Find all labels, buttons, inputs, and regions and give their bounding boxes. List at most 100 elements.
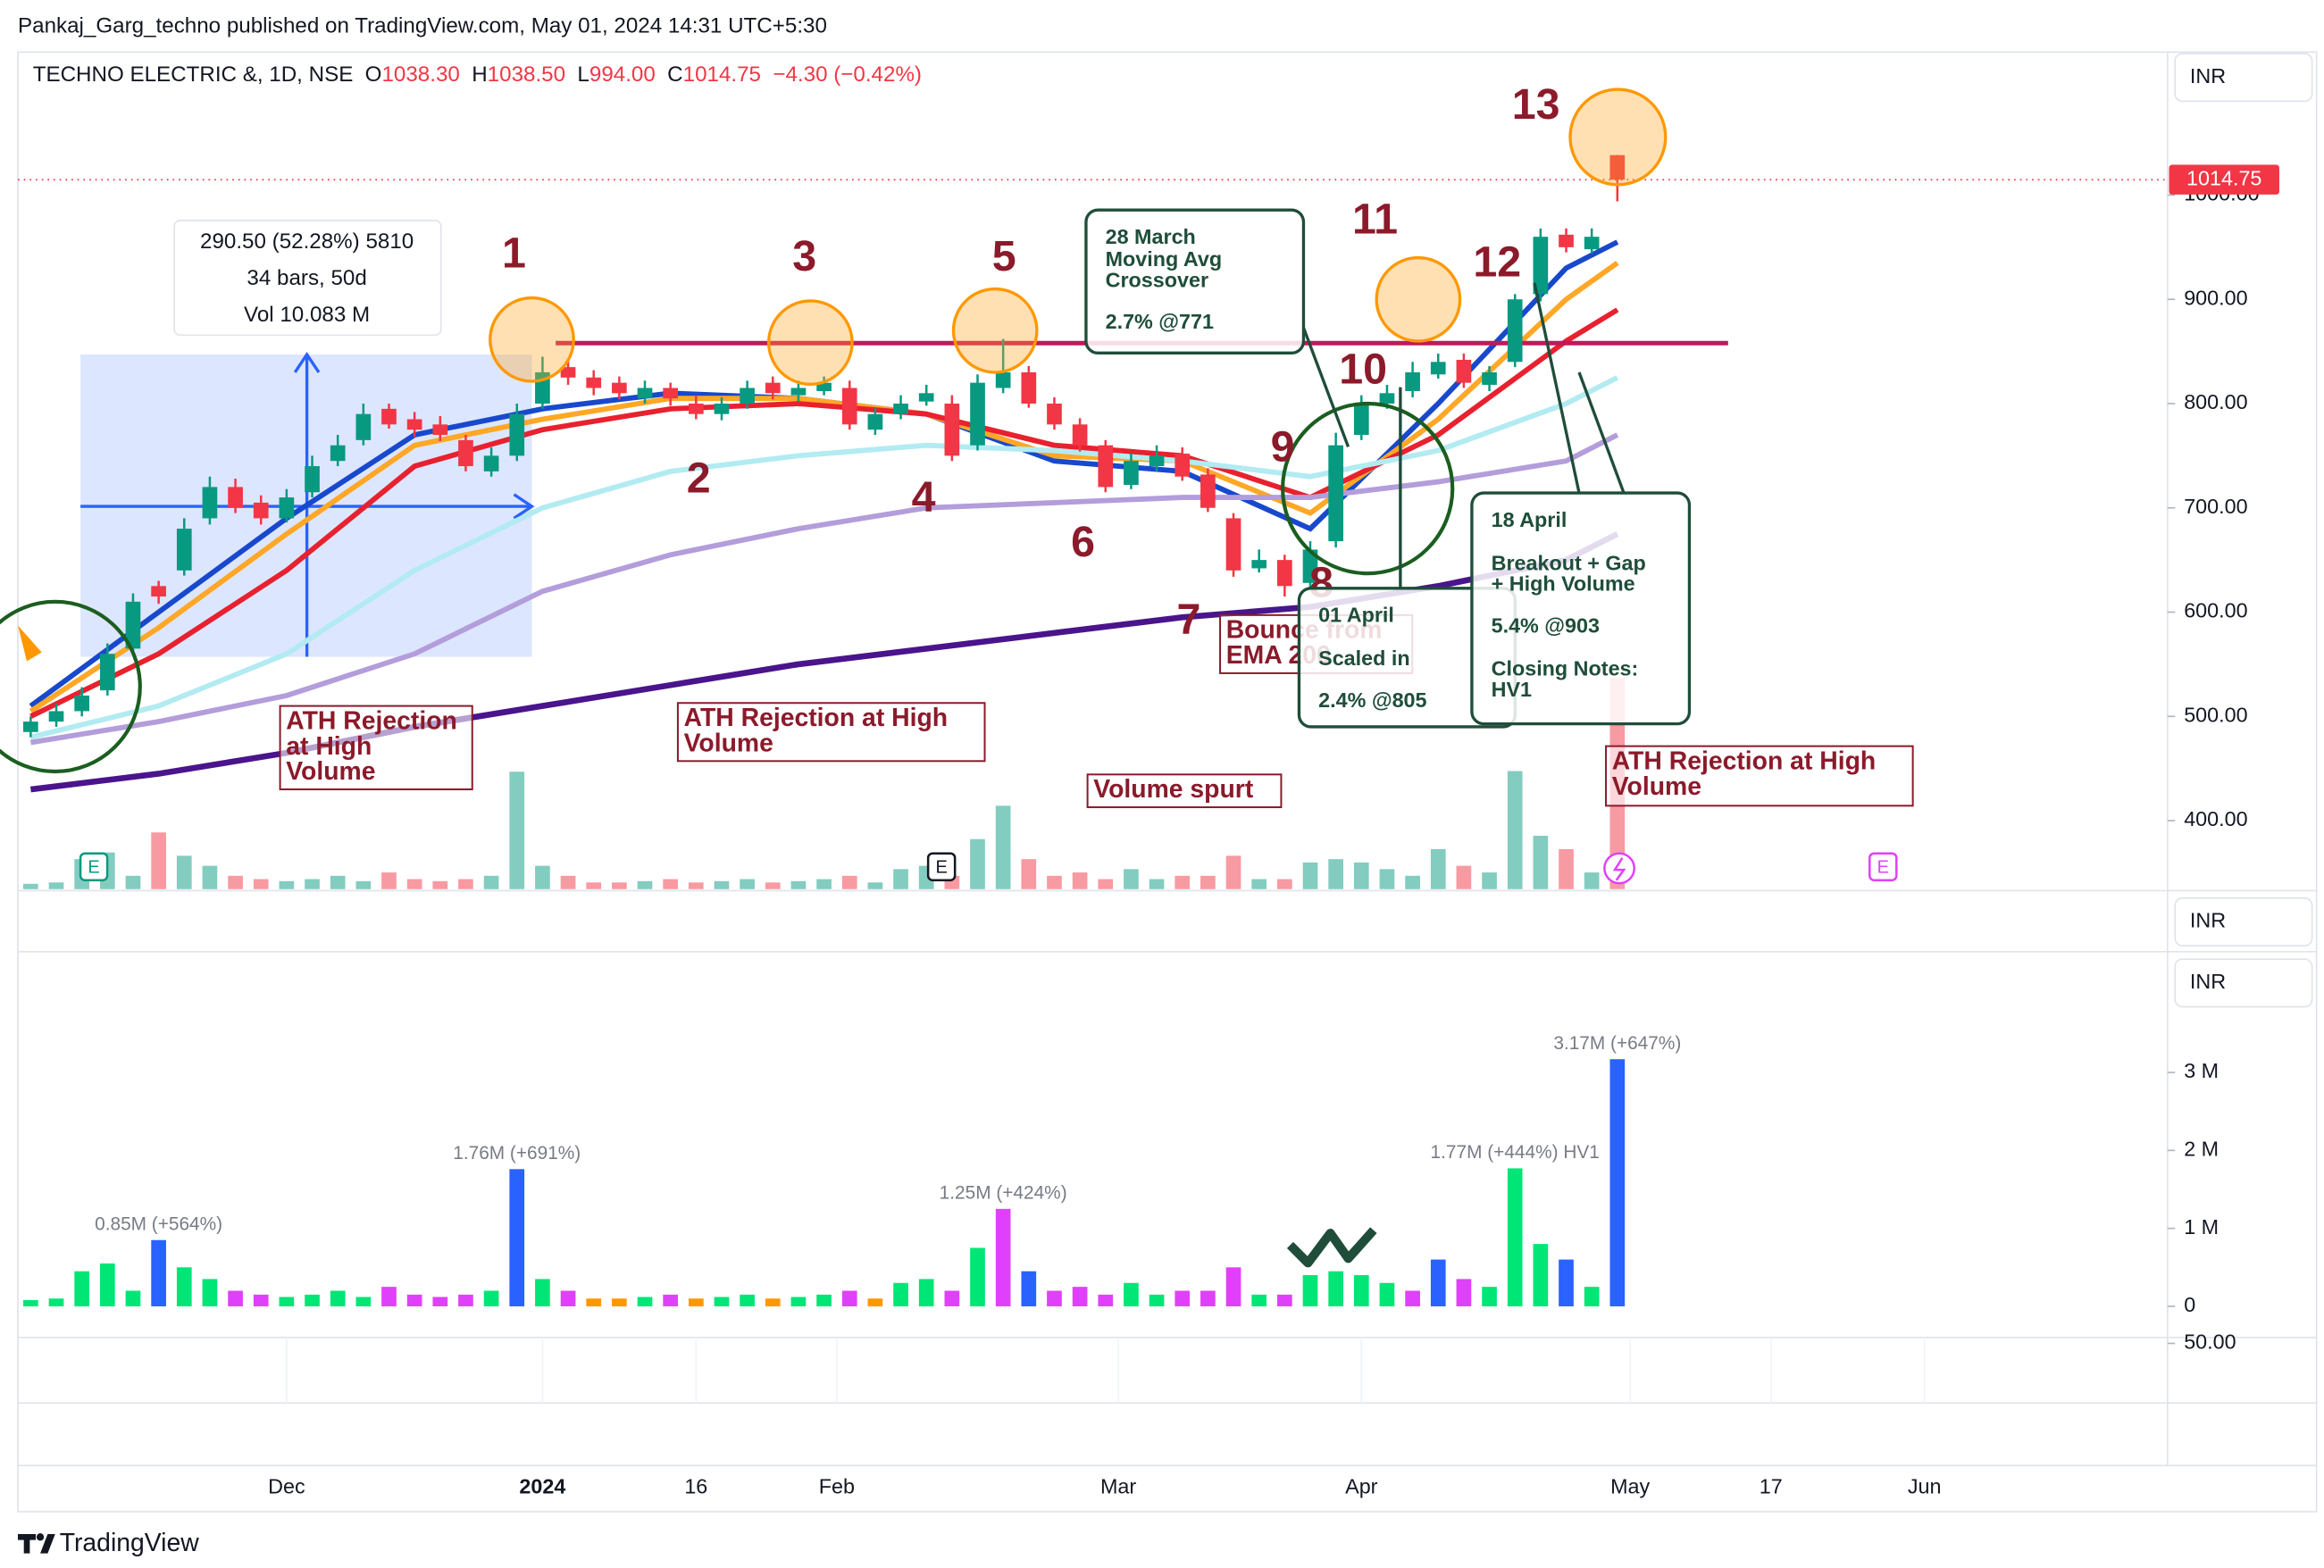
callout-date: 01 April [1318, 604, 1394, 627]
y-tick-label: 600.00 [2184, 599, 2247, 622]
volume-bar [663, 1294, 679, 1306]
candle-body [509, 413, 525, 456]
volume-overlay-bar [23, 883, 38, 889]
volume-bar [970, 1247, 985, 1306]
volume-bar [867, 1298, 883, 1306]
callout-title: Crossover [1106, 268, 1208, 291]
volume-overlay-bar [1098, 879, 1114, 889]
volume-label: 3.17M (+647%) [1553, 1033, 1681, 1054]
volume-overlay-bar [1072, 872, 1088, 889]
volume-overlay-bar [458, 879, 473, 889]
volume-overlay-bar [893, 869, 908, 889]
y-tick-label: 3 M [2184, 1059, 2219, 1082]
volume-overlay-bar [586, 882, 602, 889]
wave-label: 11 [1352, 195, 1398, 243]
volume-bar [1175, 1290, 1191, 1306]
wave-label: 12 [1473, 238, 1521, 287]
note-text: ATH Rejection at High [1612, 746, 1877, 775]
candle-body [1533, 237, 1549, 295]
moving-average [29, 307, 1619, 719]
volume-bar [535, 1279, 550, 1306]
candle-body [1149, 455, 1165, 467]
candle-body [841, 388, 857, 425]
candle-body [1072, 424, 1088, 446]
candle-body [1456, 359, 1472, 383]
volume-bar [355, 1297, 372, 1306]
candle-body [1251, 560, 1267, 569]
wave-label: 3 [792, 232, 816, 280]
candle-body [355, 413, 372, 440]
volume-bar [1353, 1275, 1369, 1306]
callout-connector [1577, 371, 1626, 494]
volume-overlay-bar [381, 872, 397, 889]
callout-box [1470, 491, 1692, 726]
volume-overlay-bar [151, 832, 166, 889]
volume-overlay-bar [1047, 875, 1062, 889]
volume-bar [99, 1263, 115, 1306]
volume-label: 0.85M (+564%) [95, 1214, 222, 1235]
callout-date: 18 April [1492, 508, 1567, 531]
currency-box [2174, 53, 2313, 103]
wave-label: 5 [992, 232, 1016, 280]
candle-body [586, 377, 602, 388]
volume-overlay-bar [740, 879, 755, 889]
y-tick-label: 400.00 [2184, 807, 2247, 830]
volume-bar [816, 1294, 832, 1306]
wave-label: 1 [502, 229, 526, 278]
y-tick-label: 700.00 [2184, 495, 2247, 518]
callout-trade: 5.4% @903 [1492, 613, 1600, 637]
volume-bar [381, 1287, 397, 1306]
volume-bar [841, 1290, 857, 1306]
volume-bar [48, 1298, 64, 1306]
candle-body [1124, 461, 1139, 486]
measure-info: 34 bars, 50d [247, 266, 366, 290]
callout-title: Scaled in [1318, 646, 1410, 670]
x-tick-label: 17 [1760, 1474, 1783, 1497]
candle-body [1098, 445, 1114, 488]
callout-title: + High Volume [1492, 572, 1635, 596]
candle-body [1482, 371, 1497, 385]
note-box [1086, 773, 1283, 809]
y-tick-label: 2 M [2184, 1138, 2219, 1161]
x-tick-label: Jun [1908, 1474, 1942, 1497]
volume-bar [1328, 1271, 1343, 1306]
candle-body [1021, 371, 1037, 404]
x-tick-label: Feb [819, 1474, 855, 1497]
volume-overlay-bar [1175, 875, 1191, 889]
x-tick-label: Apr [1345, 1474, 1378, 1497]
candle-body [740, 388, 755, 404]
volume-label: 1.25M (+424%) [940, 1183, 1067, 1204]
ohlc-key: H [472, 63, 487, 87]
callout-connector [1301, 327, 1350, 447]
highlight-circle [489, 296, 575, 383]
event-marker [926, 852, 957, 881]
last-price-label: 1014.75 [2186, 166, 2261, 189]
volume-overlay-bar [1456, 865, 1472, 889]
volume-bar [1021, 1271, 1037, 1306]
volume-bar [1098, 1294, 1114, 1306]
volume-overlay-bar [1124, 869, 1139, 889]
x-tick-label: Mar [1100, 1474, 1136, 1497]
volume-overlay-bar [714, 880, 730, 889]
candle-body [1175, 454, 1191, 477]
volume-label: 1.77M (+444%) HV1 [1431, 1142, 1600, 1163]
volume-overlay-bar [1225, 855, 1241, 889]
volume-label: 1.76M (+691%) [453, 1143, 581, 1163]
y-tick-label: 0 [2184, 1293, 2195, 1316]
candle-body [125, 601, 141, 649]
candle-body [483, 455, 499, 471]
volume-bar [1276, 1294, 1292, 1306]
volume-overlay-bar [867, 882, 883, 889]
volume-overlay-bar [688, 882, 704, 889]
volume-bar [1456, 1279, 1472, 1306]
volume-bar [637, 1297, 653, 1306]
currency-label: INR [2190, 64, 2226, 88]
volume-bar [1302, 1275, 1318, 1306]
volume-bar [790, 1297, 807, 1306]
candle-body [253, 502, 269, 519]
volume-bar [176, 1267, 192, 1306]
alert-bolt [1612, 857, 1626, 881]
volume-bar [1149, 1294, 1165, 1306]
symbol-name: TECHNO ELECTRIC &, 1D, NSE [33, 63, 354, 87]
volume-bar [995, 1208, 1011, 1306]
